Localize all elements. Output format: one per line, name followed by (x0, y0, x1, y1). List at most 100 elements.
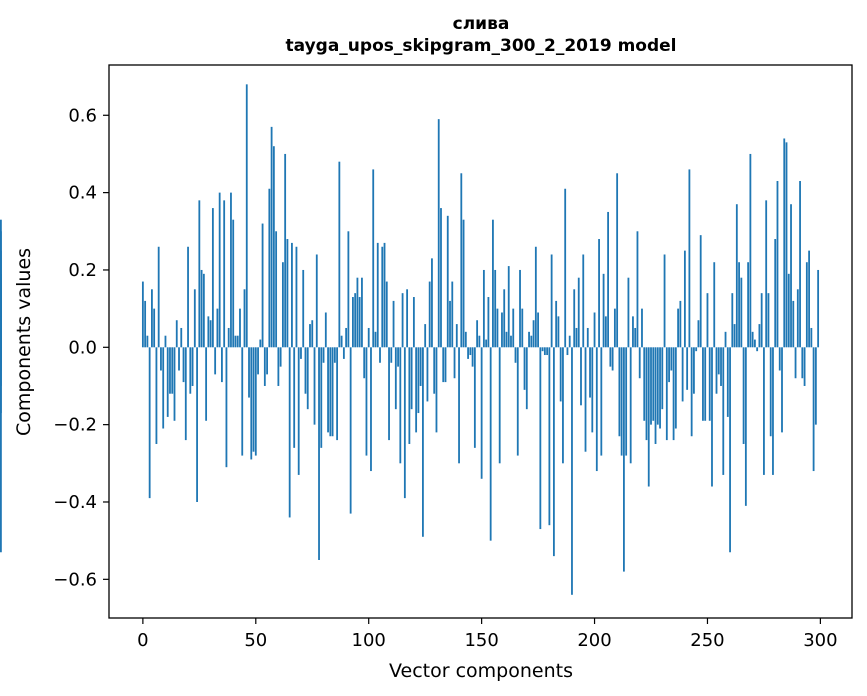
bar-component-78 (318, 347, 320, 560)
bar-component-294 (805, 262, 808, 348)
x-tick-label: 100 (352, 630, 386, 651)
bar-component-205 (604, 316, 607, 348)
bar-component-115 (401, 293, 404, 348)
bar-component-39 (230, 192, 232, 348)
bar-component-230 (661, 347, 664, 410)
bar-component-48 (250, 347, 253, 460)
bar-component-134 (444, 347, 447, 383)
bar-component-225 (650, 347, 652, 425)
bar-component-11 (166, 347, 169, 417)
bar-component-299 (817, 269, 820, 348)
bar-component-124 (422, 347, 424, 537)
bar-component-20 (187, 246, 189, 348)
bar-component-125 (424, 324, 427, 348)
bar-component-198 (589, 347, 591, 398)
bar-component-222 (643, 347, 646, 421)
bar-component-241 (686, 347, 689, 390)
bar-component-64 (286, 239, 289, 348)
bar-component-293 (803, 347, 806, 386)
bar-component-174 (534, 246, 537, 348)
bar-component-114 (399, 347, 402, 464)
bar-component-284 (783, 138, 786, 348)
bar-component-203 (600, 347, 603, 456)
bar-component-278 (769, 347, 772, 437)
bar-component-15 (175, 320, 178, 348)
bar-component-192 (575, 327, 578, 348)
bar-component-91 (347, 231, 350, 348)
bar-component-24 (196, 347, 198, 502)
bar-component-undefined (0, 347, 2, 553)
bar-component-213 (623, 347, 625, 572)
bar-component-147 (473, 347, 476, 448)
bar-component-133 (442, 347, 445, 383)
bar-component-14 (173, 347, 176, 421)
bar-component-41 (234, 335, 237, 348)
bar-component-59 (275, 231, 278, 348)
bar-component-96 (358, 297, 361, 348)
bar-component-207 (609, 347, 612, 367)
bar-component-253 (713, 262, 716, 348)
bar-component-257 (722, 347, 725, 475)
bar-component-87 (338, 161, 341, 348)
bar-component-290 (796, 289, 799, 348)
bar-component-143 (464, 331, 467, 348)
bar-component-9 (162, 347, 165, 429)
bar-component-135 (446, 215, 449, 348)
y-tick-label: −0.6 (53, 569, 97, 590)
bar-component-163 (510, 335, 512, 348)
bar-component-238 (679, 300, 682, 348)
bar-component-282 (778, 347, 781, 371)
bar-component-245 (695, 347, 698, 352)
bar-component-197 (586, 327, 589, 348)
bar-component-1 (144, 300, 147, 348)
bar-component-261 (731, 293, 734, 348)
bar-component-45 (243, 289, 246, 348)
bar-component-129 (433, 347, 436, 394)
bar-component-42 (236, 335, 239, 348)
bar-component-173 (532, 320, 535, 348)
bar-component-10 (164, 335, 167, 348)
bar-component-44 (241, 347, 244, 456)
bar-component-43 (239, 308, 241, 348)
bar-component-127 (428, 281, 431, 348)
bar-component-288 (792, 300, 795, 348)
bar-component-36 (223, 200, 226, 348)
bar-component-26 (200, 269, 203, 348)
bar-component-168 (521, 308, 524, 348)
bar-component-132 (440, 208, 442, 348)
x-axis-label: Vector components (389, 660, 573, 682)
bar-component-269 (749, 153, 752, 348)
bar-component-137 (451, 281, 454, 348)
y-axis-ticks: −0.6 −0.4 −0.2 0.0 0.2 0.4 0.6 (53, 105, 109, 590)
bar-component-113 (397, 347, 399, 367)
bar-component-126 (426, 347, 429, 402)
bar-component-63 (284, 153, 287, 348)
bar-component-128 (431, 258, 433, 348)
bar-component-211 (618, 347, 621, 437)
bar-component-228 (656, 347, 659, 425)
bar-component-260 (729, 347, 731, 553)
bar-component-178 (543, 347, 546, 356)
bar-component-231 (663, 254, 666, 348)
bar-component-157 (496, 308, 499, 348)
plot-frame (108, 64, 853, 619)
bar-component-251 (708, 347, 711, 421)
bar-component-90 (345, 327, 348, 348)
bar-component-258 (724, 331, 727, 348)
bar-component-188 (566, 347, 569, 356)
bar-component-30 (209, 320, 212, 348)
y-tick-label: −0.4 (53, 492, 97, 513)
bar-component-77 (315, 254, 318, 348)
bar-component-65 (288, 347, 291, 518)
bar-component-69 (297, 347, 300, 475)
bar-component-4 (151, 289, 153, 348)
bar-component-249 (704, 347, 707, 421)
bar-component-74 (309, 324, 311, 348)
chart-title: слива (453, 14, 510, 34)
bar-component-144 (467, 347, 469, 359)
bar-component-2 (146, 335, 149, 348)
bar-component-248 (702, 347, 704, 421)
bar-component-139 (455, 324, 458, 348)
x-axis-ticks: 0 50 100 150 200 250 300 (137, 618, 838, 651)
bar-component-5 (153, 308, 156, 348)
